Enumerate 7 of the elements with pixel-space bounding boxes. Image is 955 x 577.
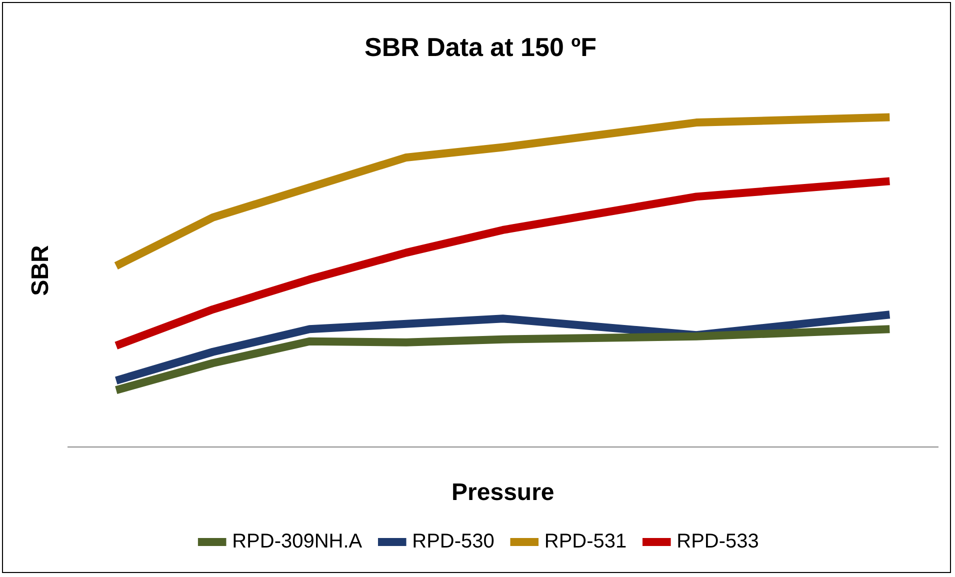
- legend-label: RPD-533: [676, 530, 759, 553]
- x-axis-title: Pressure: [452, 479, 554, 506]
- legend-label: RPD-309NH.A: [232, 530, 363, 553]
- y-axis-title: SBR: [27, 245, 54, 296]
- legend-label: RPD-531: [544, 530, 627, 553]
- legend-label: RPD-530: [412, 530, 494, 553]
- chart-title: SBR Data at 150 ºF: [364, 32, 597, 62]
